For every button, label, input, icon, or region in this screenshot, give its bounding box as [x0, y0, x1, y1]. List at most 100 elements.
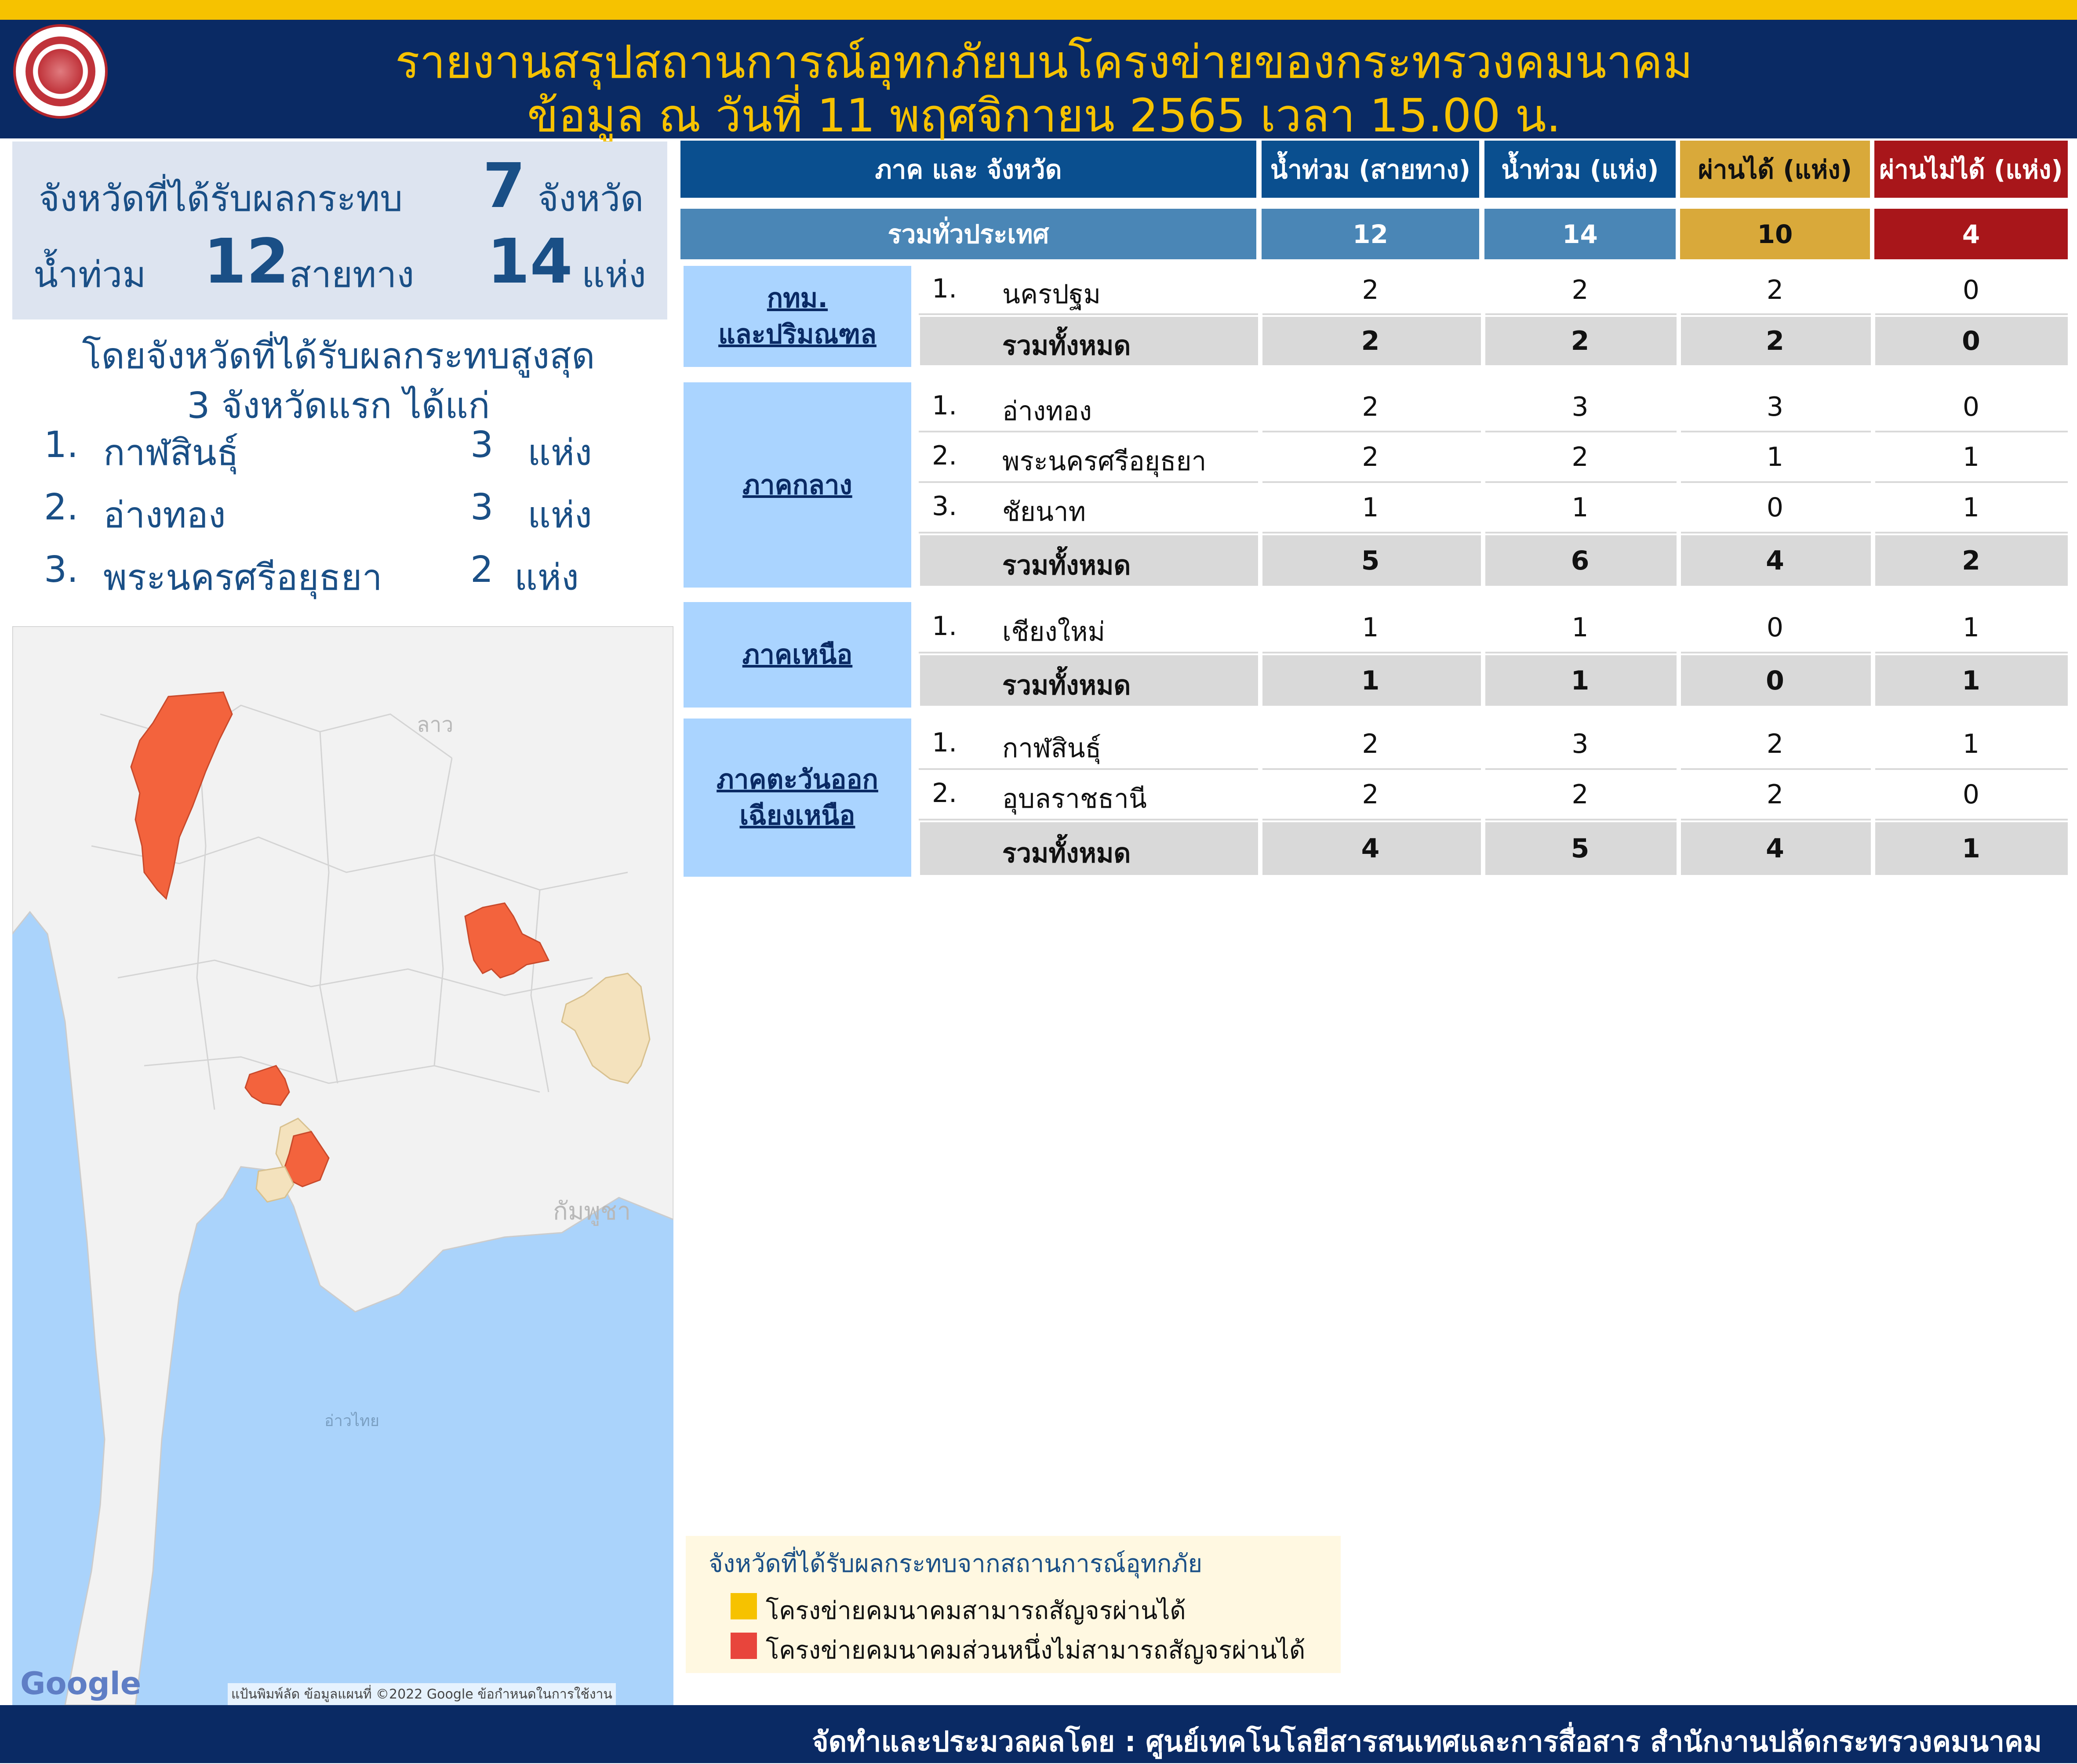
province-name: นครปฐม	[1002, 279, 1101, 310]
ministry-logo	[13, 24, 108, 119]
region-name-line: และปริมณฑล	[718, 319, 877, 350]
total-row-bg	[920, 822, 2068, 875]
summary-box: จังหวัดที่ได้รับผลกระทบ 7 จังหวัด น้ำท่ว…	[12, 142, 667, 319]
province-routes: 2	[1362, 728, 1379, 759]
row-index: 1.	[932, 610, 957, 642]
region-name: ภาคตะวันออก เฉียงเหนือ	[684, 719, 911, 877]
province-passable: 1	[1766, 441, 1784, 472]
total-label: รวมทั้งหมด	[1002, 550, 1131, 581]
row-divider	[919, 652, 2068, 653]
row-divider	[919, 768, 2068, 770]
total-routes: 2	[1361, 326, 1380, 356]
row-divider	[919, 532, 2068, 534]
national-impassable: 4	[1874, 209, 2068, 259]
region-name: ภาคกลาง	[684, 382, 911, 588]
province-impassable: 0	[1962, 275, 1980, 305]
header-impassable: ผ่านไม่ได้ (แห่ง)	[1874, 141, 2068, 198]
top3-province: พระนครศรีอยุธยา	[103, 557, 382, 599]
province-passable: 2	[1766, 779, 1784, 810]
top3-index: 3.	[44, 549, 79, 591]
total-sites: 1	[1571, 665, 1590, 696]
province-name: อ่างทอง	[1002, 396, 1092, 427]
province-routes: 2	[1362, 779, 1379, 810]
national-label: รวมทั่วประเทศ	[680, 209, 1256, 259]
total-sites: 2	[1571, 326, 1590, 356]
province-routes: 1	[1362, 492, 1379, 523]
row-divider	[919, 481, 2068, 483]
total-passable: 4	[1766, 545, 1784, 576]
province-sites: 2	[1571, 441, 1589, 472]
total-passable: 4	[1766, 833, 1784, 864]
province-sites: 2	[1571, 275, 1589, 305]
affected-unit: จังหวัด	[538, 178, 644, 220]
total-passable: 0	[1766, 665, 1784, 696]
province-impassable: 0	[1962, 392, 1980, 422]
top3-unit: แห่ง	[527, 432, 592, 474]
row-index: 2.	[932, 777, 957, 809]
top3-index: 2.	[44, 486, 79, 528]
map-label-gulf: อ่าวไทย	[324, 1412, 379, 1430]
map-copyright[interactable]: แป้นพิมพ์ลัด ข้อมูลแผนที่ ©2022 Google ข…	[228, 1683, 616, 1705]
top3-province: อ่างทอง	[103, 494, 226, 536]
province-routes: 2	[1362, 392, 1379, 422]
region-name-line: กทม.	[767, 283, 828, 314]
column-divider	[1258, 266, 1262, 881]
column-divider	[1481, 266, 1485, 881]
province-passable: 0	[1766, 612, 1784, 643]
province-passable: 3	[1766, 392, 1784, 422]
row-index: 2.	[932, 440, 957, 471]
province-impassable: 1	[1962, 612, 1980, 643]
province-routes: 2	[1362, 441, 1379, 472]
footer-credit: จัดทำและประมวลผลโดย : ศูนย์เทคโนโลยีสารส…	[812, 1726, 2042, 1758]
province-sites: 1	[1571, 612, 1589, 643]
province-routes: 2	[1362, 275, 1379, 305]
top-stripe	[0, 0, 2077, 20]
row-index: 1.	[932, 390, 957, 421]
top3-index: 1.	[44, 424, 79, 466]
header-routes: น้ำท่วม (สายทาง)	[1262, 141, 1479, 198]
province-sites: 3	[1571, 728, 1589, 759]
province-routes: 1	[1362, 612, 1379, 643]
total-label: รวมทั้งหมด	[1002, 838, 1131, 869]
total-routes: 5	[1361, 545, 1380, 576]
legend-partial: โครงข่ายคมนาคมส่วนหนึ่งไม่สามารถสัญจรผ่า…	[766, 1636, 1306, 1665]
top3-subheading: 3 จังหวัดแรก ได้แก่	[187, 385, 490, 427]
total-impassable: 1	[1962, 665, 1980, 696]
top3-count: 3	[470, 424, 494, 466]
region-name: กทม. และปริมณฑล	[684, 266, 911, 367]
report-title: รายงานสรุปสถานการณ์อุทกภัยบนโครงข่ายของก…	[395, 35, 1693, 89]
column-divider	[1677, 266, 1681, 881]
province-impassable: 0	[1962, 779, 1980, 810]
map-label-laos: ลาว	[417, 712, 453, 737]
top3-item: 3. พระนครศรีอยุธยา 2 แห่ง	[44, 549, 615, 602]
column-divider	[1871, 266, 1875, 881]
header-region: ภาค และ จังหวัด	[680, 141, 1256, 198]
total-row-bg	[920, 317, 2068, 365]
province-impassable: 1	[1962, 441, 1980, 472]
top3-count: 2	[470, 549, 494, 591]
ayutthaya-region	[284, 1131, 330, 1187]
row-index: 1.	[932, 273, 957, 304]
kalasin-region	[464, 902, 550, 979]
affected-count: 7	[483, 150, 526, 222]
total-label: รวมทั้งหมด	[1002, 670, 1131, 701]
province-name: กาฬสินธุ์	[1002, 733, 1102, 764]
province-sites: 2	[1571, 779, 1589, 810]
top3-unit: แห่ง	[527, 494, 592, 536]
national-routes: 12	[1262, 209, 1479, 259]
top3-item: 1. กาฬสินธุ์ 3 แห่ง	[44, 424, 615, 477]
total-impassable: 1	[1962, 833, 1980, 864]
row-index: 1.	[932, 727, 957, 758]
row-divider	[919, 819, 2068, 820]
top3-heading: โดยจังหวัดที่ได้รับผลกระทบสูงสุด	[82, 335, 595, 377]
google-logo: Google	[20, 1666, 142, 1702]
province-passable: 2	[1766, 275, 1784, 305]
legend-swatch-partial	[731, 1633, 757, 1659]
header-sites: น้ำท่วม (แห่ง)	[1484, 141, 1676, 198]
region-name: ภาคเหนือ	[684, 602, 911, 708]
sites-unit: แห่ง	[582, 254, 646, 296]
legend-passable: โครงข่ายคมนาคมสามารถสัญจรผ่านได้	[766, 1597, 1186, 1625]
flood-map[interactable]: ลาว กัมพูชา อ่าวไทย Google แป้นพิมพ์ลัด …	[12, 626, 673, 1705]
chainat-region	[244, 1065, 290, 1106]
top3-province: กาฬสินธุ์	[103, 432, 239, 474]
